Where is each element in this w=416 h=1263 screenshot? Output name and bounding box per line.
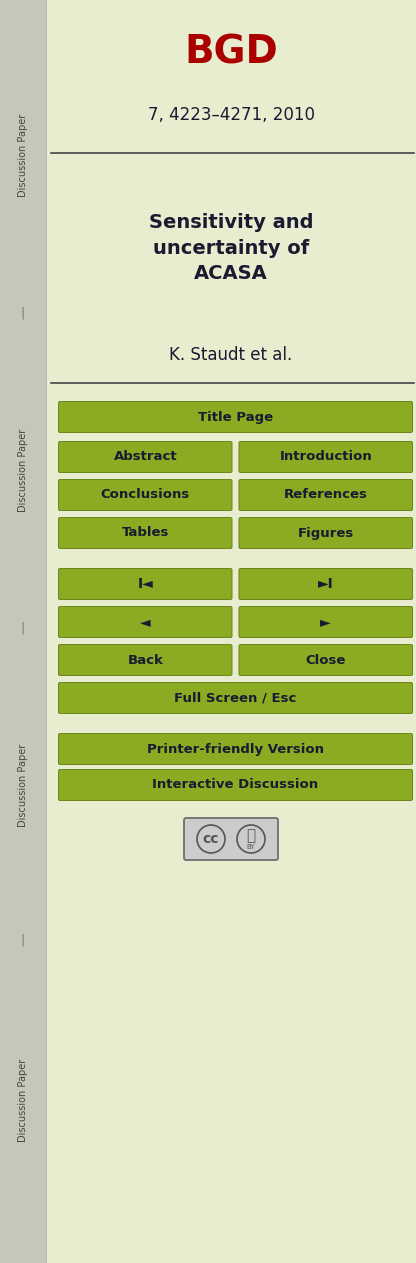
Text: ⓘ: ⓘ xyxy=(246,829,255,844)
Text: cc: cc xyxy=(203,832,219,846)
Text: Tables: Tables xyxy=(121,527,169,539)
Text: Figures: Figures xyxy=(297,527,354,539)
FancyBboxPatch shape xyxy=(59,480,232,510)
Text: References: References xyxy=(284,489,368,501)
Circle shape xyxy=(197,825,225,853)
Text: Full Screen / Esc: Full Screen / Esc xyxy=(174,692,297,705)
FancyBboxPatch shape xyxy=(239,644,413,676)
Text: Back: Back xyxy=(127,653,163,667)
FancyBboxPatch shape xyxy=(59,769,413,801)
Text: ◄: ◄ xyxy=(140,615,151,629)
FancyBboxPatch shape xyxy=(239,568,413,600)
Text: Discussion Paper: Discussion Paper xyxy=(18,428,28,512)
Text: BGD: BGD xyxy=(184,33,278,71)
Text: Discussion Paper: Discussion Paper xyxy=(18,744,28,826)
FancyBboxPatch shape xyxy=(239,518,413,548)
FancyBboxPatch shape xyxy=(59,518,232,548)
Text: Abstract: Abstract xyxy=(114,451,177,464)
Text: 7, 4223–4271, 2010: 7, 4223–4271, 2010 xyxy=(148,106,314,124)
Text: Sensitivity and
uncertainty of
ACASA: Sensitivity and uncertainty of ACASA xyxy=(149,212,313,283)
Circle shape xyxy=(237,825,265,853)
FancyBboxPatch shape xyxy=(239,442,413,472)
Text: Discussion Paper: Discussion Paper xyxy=(18,114,28,197)
FancyBboxPatch shape xyxy=(59,644,232,676)
Text: I◄: I◄ xyxy=(137,577,153,591)
FancyBboxPatch shape xyxy=(59,442,232,472)
Text: Title Page: Title Page xyxy=(198,410,273,423)
Bar xyxy=(0,0,46,1263)
FancyBboxPatch shape xyxy=(59,402,413,432)
FancyBboxPatch shape xyxy=(59,682,413,714)
Text: Interactive Discussion: Interactive Discussion xyxy=(152,778,319,792)
Text: |: | xyxy=(21,307,25,320)
Text: |: | xyxy=(21,621,25,634)
FancyBboxPatch shape xyxy=(59,568,232,600)
Text: Printer-friendly Version: Printer-friendly Version xyxy=(147,743,324,755)
FancyBboxPatch shape xyxy=(59,734,413,764)
Text: ►I: ►I xyxy=(318,577,334,591)
Text: K. Staudt et al.: K. Staudt et al. xyxy=(169,346,292,364)
Text: Discussion Paper: Discussion Paper xyxy=(18,1058,28,1142)
Text: ►: ► xyxy=(320,615,331,629)
FancyBboxPatch shape xyxy=(184,818,278,860)
FancyBboxPatch shape xyxy=(59,606,232,638)
FancyBboxPatch shape xyxy=(239,606,413,638)
Text: Conclusions: Conclusions xyxy=(101,489,190,501)
Text: Introduction: Introduction xyxy=(280,451,372,464)
FancyBboxPatch shape xyxy=(239,480,413,510)
Text: BY: BY xyxy=(247,844,255,850)
Text: |: | xyxy=(21,933,25,946)
Text: Close: Close xyxy=(306,653,346,667)
